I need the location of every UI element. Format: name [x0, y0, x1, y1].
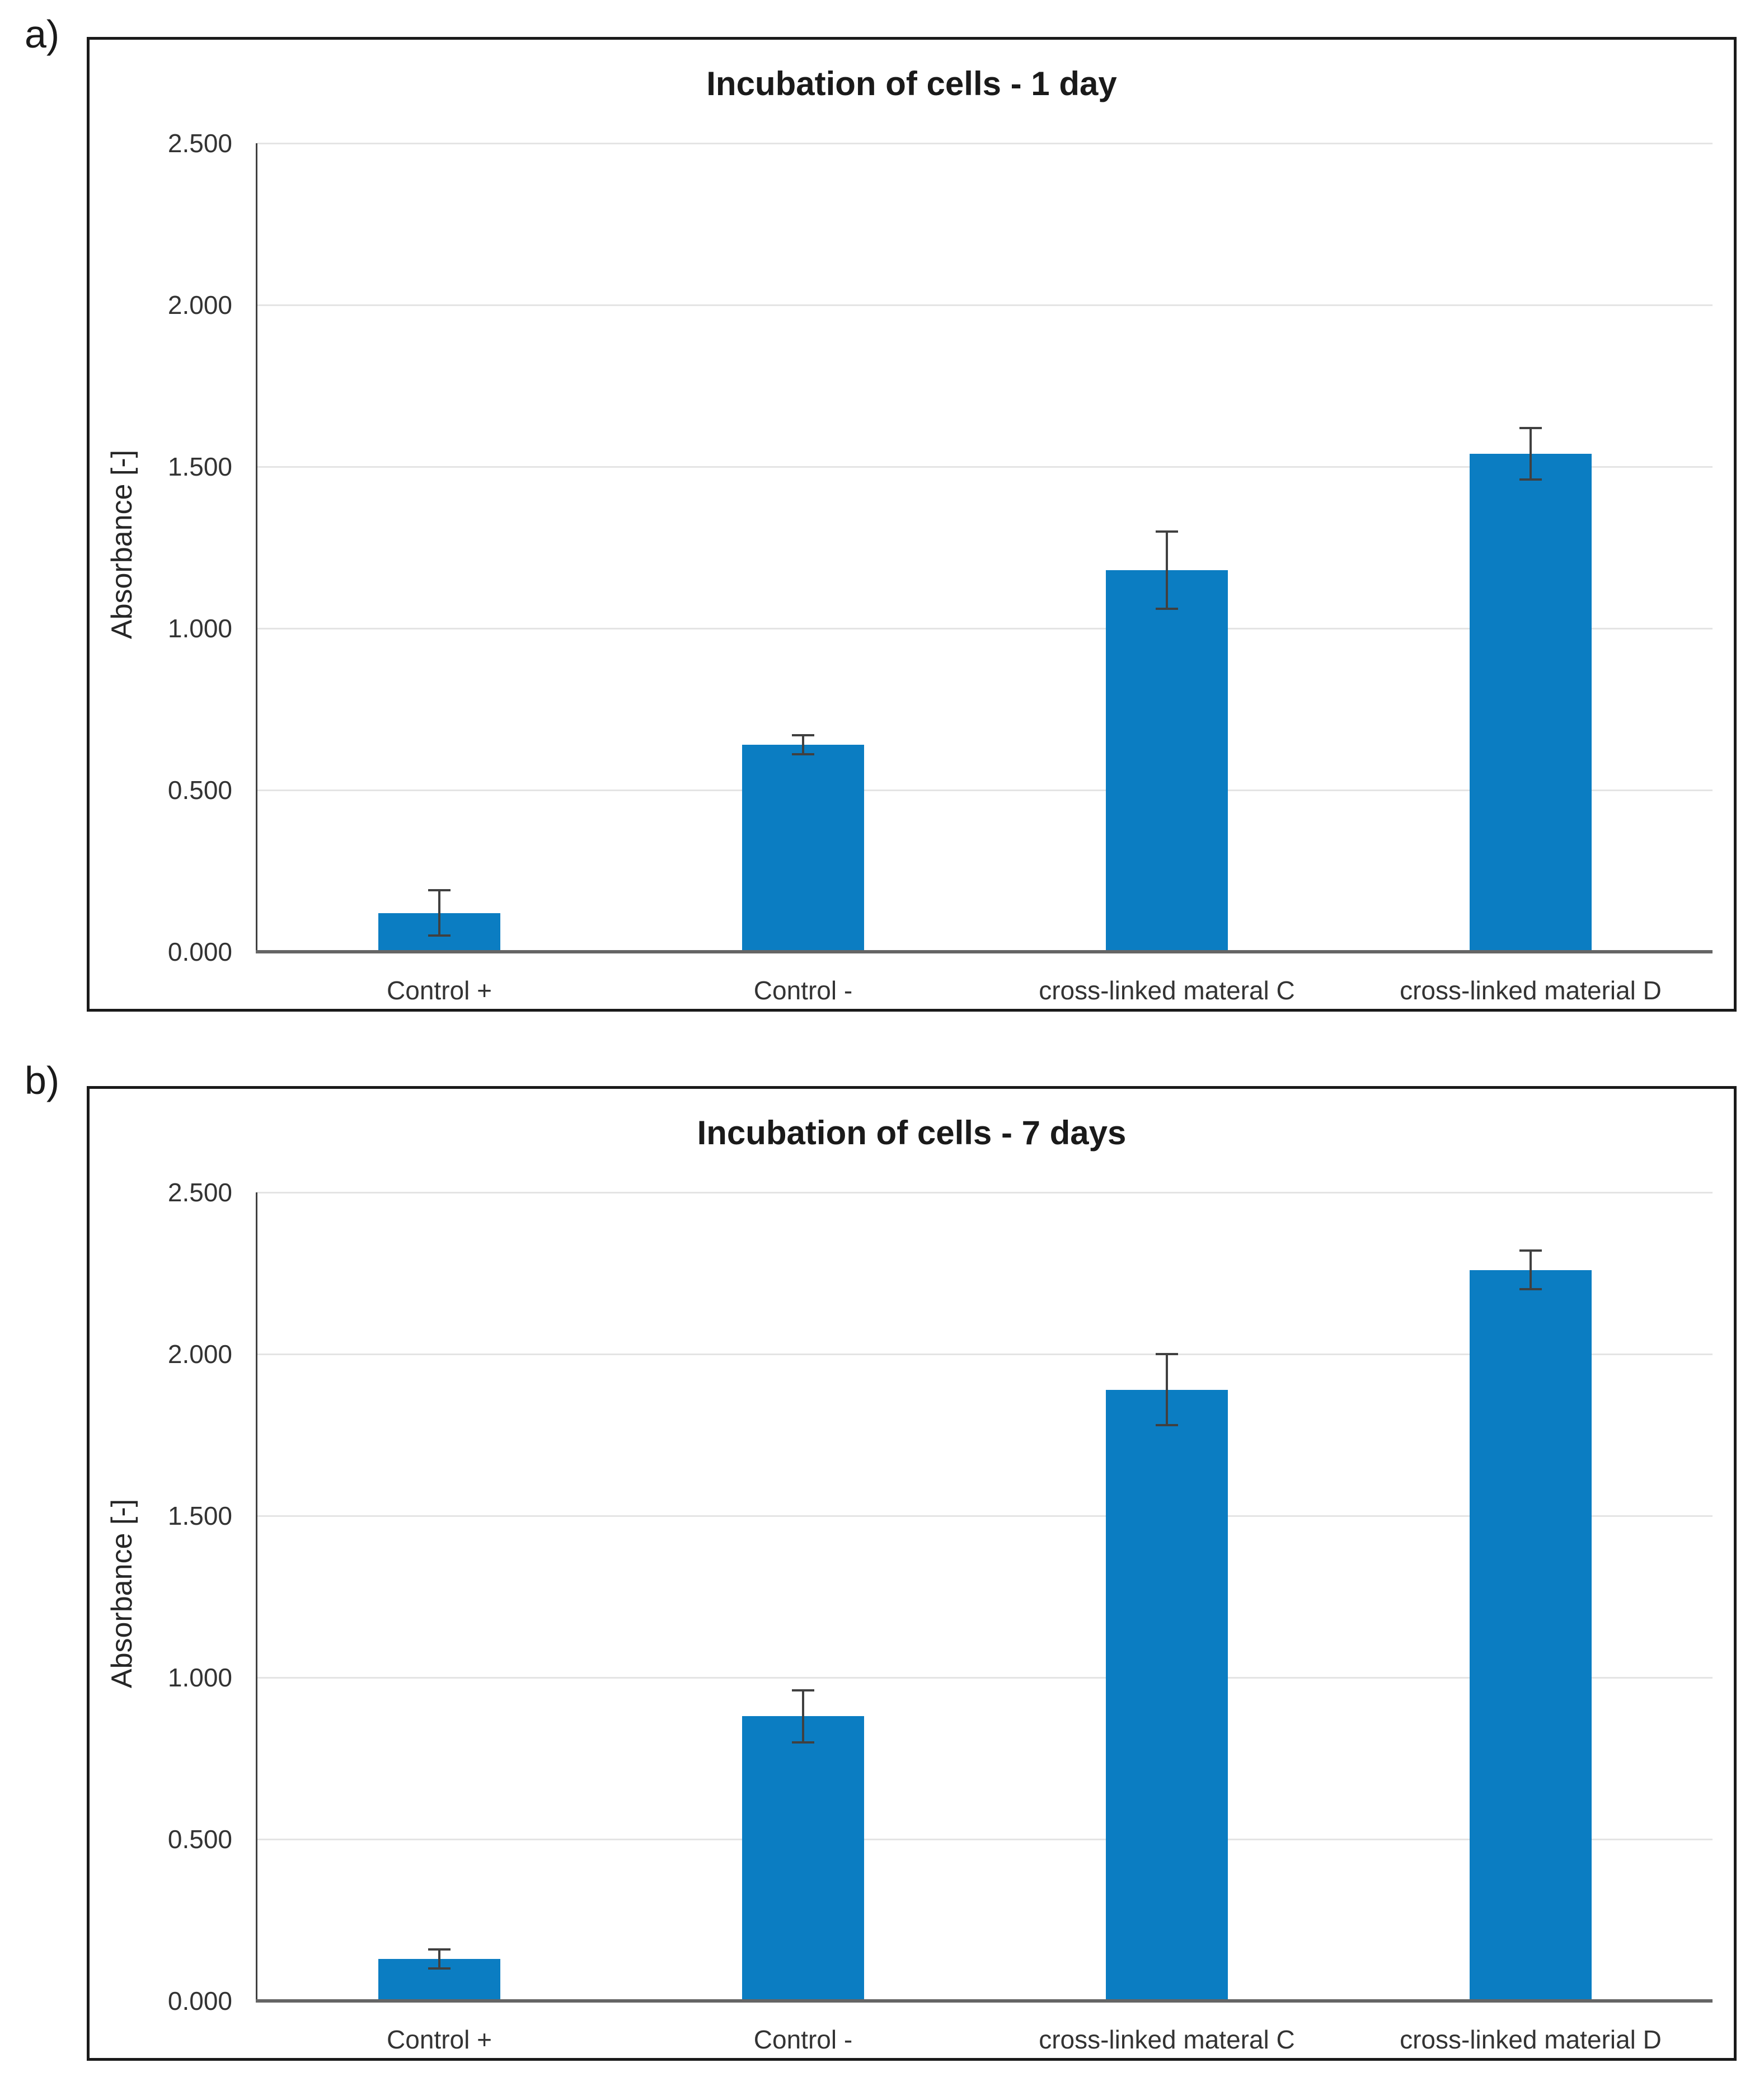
- bar: [742, 745, 864, 952]
- y-axis-line: [256, 1192, 257, 2001]
- x-category-label: cross-linked materal C: [1039, 2025, 1295, 2054]
- y-tick-label: 2.000: [167, 1340, 232, 1369]
- gridline: [257, 627, 1713, 629]
- panel-b-label: b): [25, 1059, 60, 1102]
- error-bar-line: [802, 1690, 804, 1742]
- error-bar-cap-top: [428, 889, 451, 892]
- y-tick-label: 1.500: [167, 452, 232, 481]
- x-category-label: cross-linked material D: [1400, 2025, 1662, 2054]
- x-axis-line: [256, 1999, 1713, 2003]
- gridline: [257, 304, 1713, 306]
- panel-a-label: a): [25, 12, 60, 56]
- gridline: [257, 142, 1713, 144]
- error-bar-cap-top: [1156, 530, 1178, 533]
- error-bar-line: [1166, 1354, 1168, 1426]
- plot-area: 0.000 0.500 1.000 1.500 2.000 2.500 Control + C…: [168, 130, 1713, 1005]
- error-bar-line: [438, 1949, 440, 1969]
- plot-area: 0.000 0.500 1.000 1.500 2.000 2.500 Control + C…: [168, 1180, 1713, 2054]
- y-tick-label: 1.000: [167, 1663, 232, 1692]
- bar: [1106, 1389, 1228, 2001]
- y-tick-label: 2.000: [167, 290, 232, 319]
- error-bar-cap-bottom: [1156, 608, 1178, 610]
- x-axis-line: [256, 950, 1713, 953]
- y-tick-label: 0.000: [167, 937, 232, 966]
- bar: [1470, 453, 1592, 952]
- error-bar-cap-bottom: [428, 934, 451, 937]
- error-bar-cap-bottom: [428, 1967, 451, 1970]
- error-bar-cap-bottom: [1519, 1288, 1542, 1291]
- y-tick-label: 2.500: [167, 129, 232, 158]
- y-tick-label: 0.500: [167, 1825, 232, 1854]
- error-bar-line: [802, 735, 804, 755]
- error-bar-line: [438, 890, 440, 936]
- x-category-label: cross-linked materal C: [1039, 976, 1295, 1005]
- error-bar-cap-bottom: [1519, 478, 1542, 481]
- error-bar-line: [1530, 1251, 1532, 1290]
- bar: [1470, 1270, 1592, 2001]
- error-bar-cap-top: [1519, 426, 1542, 429]
- error-bar-cap-top: [428, 1948, 451, 1951]
- bar: [742, 1716, 864, 2001]
- y-tick-label: 2.500: [167, 1178, 232, 1207]
- gridline: [257, 1838, 1713, 1840]
- x-category-label: Control -: [753, 2025, 853, 2054]
- x-category-label: Control -: [753, 976, 853, 1005]
- gridline: [257, 1676, 1713, 1679]
- x-category-label: Control +: [387, 976, 492, 1005]
- chart-panel-b: Incubation of cells - 7 days Absorbance …: [87, 1086, 1737, 2061]
- bar: [1106, 570, 1228, 952]
- error-bar-cap-top: [792, 734, 814, 736]
- chart-title: Incubation of cells - 1 day: [706, 65, 1117, 102]
- chart-panel-a: Incubation of cells - 1 day Absorbance […: [87, 37, 1737, 1012]
- error-bar-line: [1530, 427, 1532, 480]
- error-bar-cap-top: [1519, 1249, 1542, 1252]
- error-bar-cap-bottom: [792, 1741, 814, 1744]
- gridline: [257, 1515, 1713, 1517]
- y-tick-label: 0.000: [167, 1986, 232, 2015]
- error-bar-cap-top: [1156, 1353, 1178, 1355]
- gridline: [257, 1353, 1713, 1355]
- error-bar-line: [1166, 531, 1168, 609]
- error-bar-cap-top: [792, 1689, 814, 1692]
- x-category-label: Control +: [387, 2025, 492, 2054]
- x-category-label: cross-linked material D: [1400, 976, 1662, 1005]
- gridline: [257, 466, 1713, 468]
- gridline: [257, 789, 1713, 791]
- y-tick-label: 1.500: [167, 1501, 232, 1530]
- gridline: [257, 1191, 1713, 1193]
- y-tick-label: 1.000: [167, 614, 232, 643]
- error-bar-cap-bottom: [1156, 1424, 1178, 1427]
- y-axis-line: [256, 143, 257, 952]
- y-tick-label: 0.500: [167, 776, 232, 805]
- error-bar-cap-bottom: [792, 753, 814, 756]
- chart-title: Incubation of cells - 7 days: [697, 1114, 1127, 1152]
